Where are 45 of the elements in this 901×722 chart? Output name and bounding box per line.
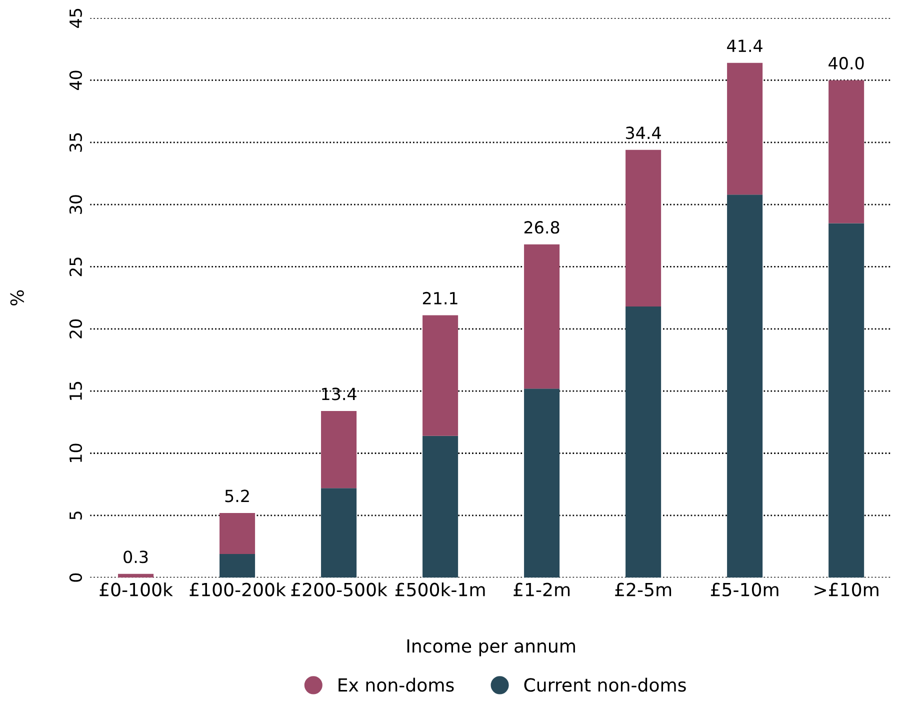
bar (626, 150, 662, 307)
bar (828, 80, 864, 224)
x-tick-label: >£10m (814, 582, 878, 596)
bar (524, 388, 560, 578)
y-tick-label: 15 (70, 382, 82, 400)
total-label: 26.8 (524, 221, 560, 234)
total-label: 40.0 (828, 56, 864, 70)
y-tick-label: 10 (69, 444, 82, 462)
bar (626, 306, 662, 578)
x-tick-label: £2-5m (615, 582, 672, 596)
legend-label: Ex non-doms (338, 678, 454, 692)
total-label: 5.2 (225, 490, 249, 502)
x-tick-label: £1-2m (514, 582, 570, 596)
legend-label: Current non-doms (524, 678, 686, 692)
x-tick-label: £200-500k (291, 582, 388, 596)
x-tick-label: £0-100k (100, 582, 173, 596)
bar (422, 315, 458, 436)
total-label: 0.3 (124, 550, 148, 564)
y-tick-label: 40 (69, 70, 82, 90)
x-axis-title: Income per annum (407, 639, 575, 656)
x-tick-label: £500k-1m (395, 582, 485, 596)
bar (220, 512, 256, 554)
y-tick-label: 45 (70, 8, 82, 28)
bar (321, 410, 357, 488)
bar (727, 62, 763, 195)
total-label: 34.4 (626, 126, 661, 140)
bar (321, 488, 357, 578)
x-tick-label: £100-200k (190, 582, 286, 596)
total-label: 13.4 (322, 388, 356, 400)
y-tick-label: 20 (69, 319, 82, 338)
y-tick-label: 25 (69, 258, 82, 276)
total-label: 41.4 (727, 40, 762, 52)
bar (118, 574, 154, 578)
bar (828, 223, 864, 578)
y-tick-label: 30 (69, 195, 82, 214)
bar (422, 436, 458, 578)
y-tick-label: 0 (69, 573, 82, 582)
y-tick-label: 35 (69, 133, 82, 152)
x-tick-label: £5-10m (710, 582, 778, 596)
bar (727, 194, 763, 578)
y-tick-label: 5 (70, 512, 82, 520)
bar (220, 554, 256, 578)
y-axis-title: % (10, 290, 24, 306)
total-label: 21.1 (422, 292, 458, 304)
bar (524, 244, 560, 389)
